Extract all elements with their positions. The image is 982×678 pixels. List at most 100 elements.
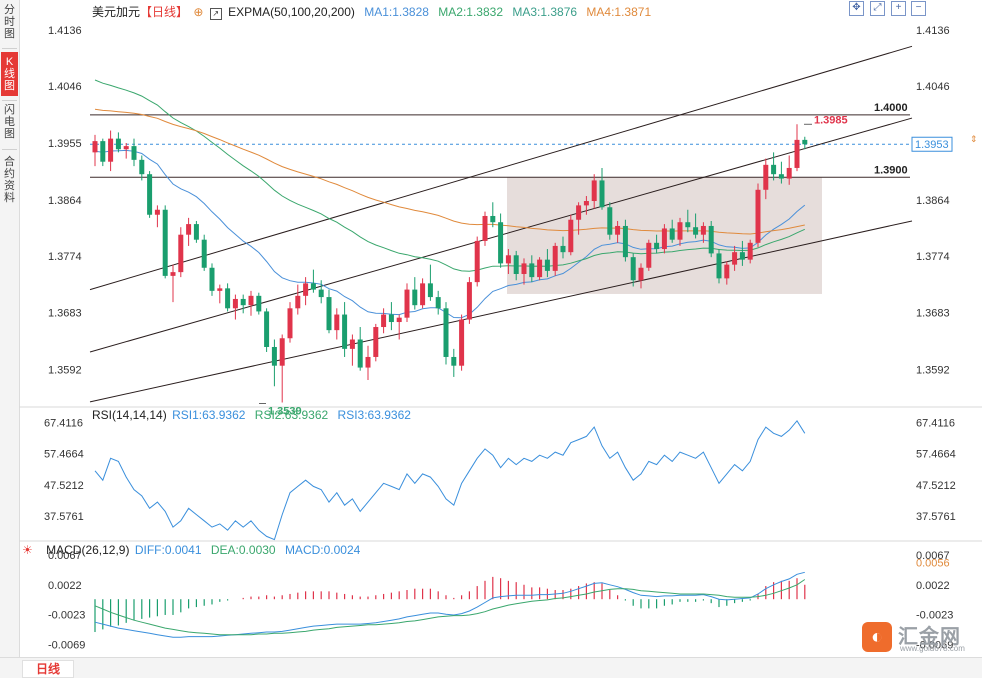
macd-dea-value: DEA:0.0030 — [210, 543, 276, 557]
macd-diff-value: DIFF:0.0041 — [134, 543, 202, 557]
macd-axis-label-right: -0.0023 — [916, 609, 953, 621]
price-axis-label-right: 1.3864 — [916, 195, 950, 207]
rsi-axis-label-right: 67.4116 — [916, 418, 955, 430]
candle-body — [131, 146, 137, 160]
sidebar: 分时图 K线图 闪电图 合约资料 — [0, 0, 20, 677]
macd-axis-label-left: 0.0022 — [48, 580, 82, 592]
move-icon[interactable]: ✥ — [849, 1, 864, 16]
candle-body — [154, 209, 160, 215]
period-selector[interactable]: 日线 — [22, 660, 74, 678]
candle-body — [178, 234, 184, 273]
candle-body — [583, 201, 589, 206]
candle-body — [92, 141, 98, 153]
price-axis-label-left: 1.3864 — [48, 195, 82, 207]
candle-body — [396, 317, 402, 323]
candle-body — [264, 311, 270, 347]
price-axis-label-right: 1.4136 — [916, 25, 950, 37]
sidebar-divider — [2, 100, 17, 101]
candle-body — [474, 240, 480, 283]
macd-axis-label-left: 0.0067 — [48, 550, 82, 562]
price-axis-label-left: 1.3592 — [48, 364, 82, 376]
candle-body — [381, 314, 387, 328]
rsi-axis-label-left: 37.5761 — [44, 511, 84, 523]
ma1-value: MA1:1.3828 — [364, 5, 429, 19]
candle-body — [622, 225, 628, 258]
tab-contract-info[interactable]: 合约资料 — [4, 156, 15, 204]
candle-body — [490, 215, 496, 223]
candle-body — [591, 180, 597, 202]
price-arrow-icon: ⇕ — [970, 134, 978, 144]
candle-body — [466, 282, 472, 320]
channel-lower-line — [89, 220, 913, 403]
tab-timeshare[interactable]: 分时图 — [4, 4, 15, 40]
candle-body — [303, 283, 309, 296]
candle-body — [108, 138, 114, 162]
candle-body — [739, 252, 745, 260]
symbol-name: 美元加元 — [92, 5, 141, 19]
candle-body — [186, 224, 192, 235]
period-tag: 【日线】 — [140, 5, 189, 19]
candle-body — [498, 222, 504, 264]
ma4-value: MA4:1.3871 — [586, 5, 652, 19]
channel-upper-line — [89, 45, 913, 291]
candle-body — [693, 227, 699, 235]
tab-flash[interactable]: 闪电图 — [4, 104, 15, 140]
candle-body — [778, 174, 784, 179]
candle-body — [139, 159, 145, 175]
macd-settings-icon[interactable]: ☀ — [22, 543, 33, 557]
candle-body — [755, 189, 761, 243]
price-axis-label-left: 1.4136 — [48, 25, 82, 37]
candle-body — [747, 242, 753, 260]
candle-body — [318, 289, 324, 298]
candle-body — [521, 263, 527, 274]
high-label: 1.3985 — [814, 114, 848, 126]
candle-body — [607, 207, 613, 235]
candle-body — [349, 339, 355, 349]
price-axis-label-right: 1.3683 — [916, 308, 950, 320]
candle-body — [638, 267, 644, 281]
current-price-tag — [911, 136, 953, 152]
candle-body — [271, 346, 277, 366]
candle-body — [568, 219, 574, 253]
price-axis-label-right: 1.3592 — [916, 364, 950, 376]
expand-icon[interactable]: ⤢ — [870, 1, 885, 16]
macd-highlight-label: 0.0056 — [916, 557, 950, 569]
brand-logo: ◐ 汇金网 www.gold678.com — [862, 620, 972, 656]
rsi-line — [94, 419, 806, 541]
level-label-1-3900: 1.3900 — [874, 164, 908, 176]
chart-type-icon[interactable]: ↗ — [209, 8, 222, 20]
macd-axis-label-right: -0.0069 — [916, 639, 953, 651]
price-axis-label-left: 1.3683 — [48, 308, 82, 320]
macd-value: MACD:0.0024 — [284, 543, 361, 557]
logo-text: 汇金网 — [898, 626, 961, 648]
low-label: 1.3539 — [268, 406, 302, 418]
rsi-axis-label-left: 47.5212 — [44, 480, 84, 492]
price-axis-label-left: 1.3955 — [48, 138, 82, 150]
candle-body — [661, 228, 667, 250]
candle-body — [716, 253, 722, 279]
candle-body — [552, 245, 558, 271]
ma3-value: MA3:1.3876 — [512, 5, 578, 19]
main-chart-header: 美元加元【日线】 ⊕ ↗ EXPMA(50,100,20,200) MA1:1.… — [92, 3, 657, 20]
candle-body — [677, 222, 683, 240]
candle-body — [560, 245, 566, 253]
sidebar-divider — [2, 149, 17, 150]
macd-dea-line — [94, 579, 806, 636]
macd-name: MACD(26,12,9) — [46, 543, 130, 557]
tab-kline[interactable]: K线图 — [1, 52, 18, 96]
settings-icon[interactable]: ⊕ — [193, 5, 204, 19]
zoom-in-icon[interactable]: + — [891, 1, 906, 16]
candle-body — [732, 252, 738, 265]
zoom-out-icon[interactable]: − — [911, 1, 926, 16]
candle-body — [708, 225, 714, 254]
candle-body — [443, 308, 449, 357]
candle-body — [420, 283, 426, 306]
candle-body — [123, 146, 129, 150]
candle-body — [388, 314, 394, 323]
candle-body — [763, 164, 769, 190]
macd-axis-label-right: 0.0067 — [916, 550, 950, 562]
ma2-value: MA2:1.3832 — [438, 5, 503, 19]
candle-body — [357, 339, 363, 368]
